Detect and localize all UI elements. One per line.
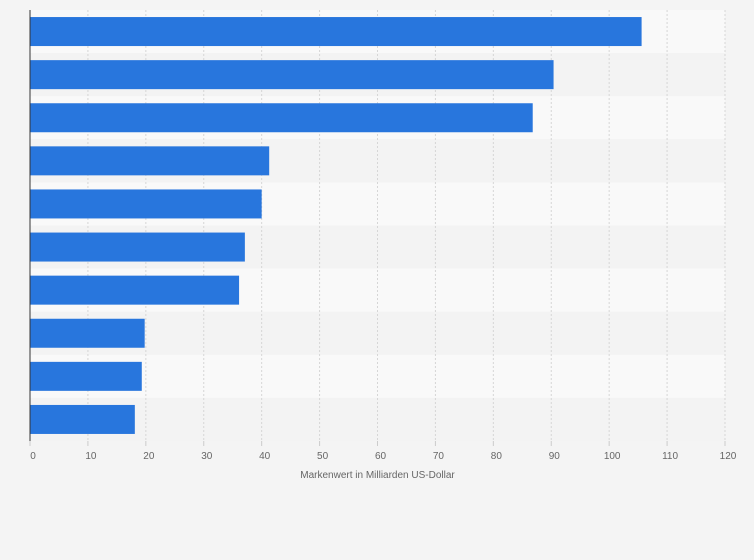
- tick-label: 70: [433, 451, 445, 462]
- tick-label: 60: [375, 451, 387, 462]
- bar[interactable]: [30, 146, 270, 176]
- tick-label: 30: [201, 451, 213, 462]
- tick-label: 0: [30, 451, 36, 462]
- x-axis-title: Markenwert in Milliarden US-Dollar: [300, 470, 455, 481]
- bar[interactable]: [30, 103, 533, 133]
- x-axis-ticks: 0 10 20 30 40 50 60 70 80 90 100 110 120: [29, 441, 737, 462]
- bar[interactable]: [30, 17, 642, 47]
- tick-label: 10: [85, 451, 97, 462]
- bar[interactable]: [30, 361, 142, 391]
- bar[interactable]: [30, 189, 262, 219]
- tick-label: 80: [491, 451, 503, 462]
- tick-label: 110: [662, 451, 678, 462]
- bar[interactable]: [30, 232, 245, 262]
- tick-label: 90: [549, 451, 561, 462]
- bar[interactable]: [30, 275, 240, 305]
- bar[interactable]: [30, 60, 554, 90]
- tick-label: 40: [259, 451, 271, 462]
- bar[interactable]: [30, 318, 145, 348]
- bar[interactable]: [30, 404, 135, 434]
- tick-label: 100: [604, 451, 621, 462]
- tick-label: 20: [143, 451, 155, 462]
- tick-label: 50: [317, 451, 329, 462]
- tick-label: 120: [720, 451, 737, 462]
- bars: [30, 17, 642, 434]
